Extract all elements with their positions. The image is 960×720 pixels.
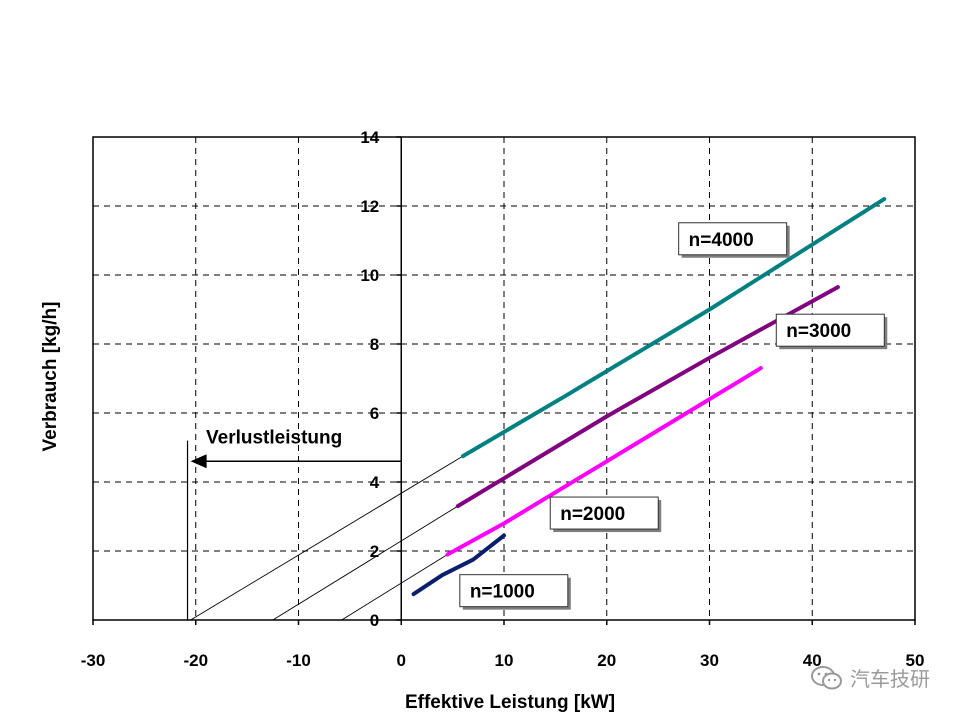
callout-label: n=2000 bbox=[560, 504, 625, 525]
callout-n-1000: n=1000 bbox=[459, 574, 571, 610]
x-tick-label: 40 bbox=[803, 651, 822, 670]
series-line-n-3000 bbox=[455, 285, 840, 509]
series-lines bbox=[411, 197, 887, 597]
wechat-icon bbox=[811, 665, 842, 689]
extrapolation-line bbox=[341, 554, 448, 621]
loss-arrow-head bbox=[190, 454, 207, 469]
callout-box bbox=[549, 496, 659, 530]
series-callouts: n=4000 n=3000 n=2000 n=1000 bbox=[459, 222, 888, 610]
loss-power-annotation: Verlustleistung bbox=[186, 427, 402, 620]
axes bbox=[92, 136, 916, 625]
x-tick-label: -20 bbox=[183, 651, 208, 670]
x-axis-title: Effektive Leistung [kW] bbox=[405, 692, 615, 713]
y-tick-label: 10 bbox=[360, 266, 379, 285]
callout-n-2000: n=2000 bbox=[549, 496, 662, 533]
x-tick-label: 0 bbox=[397, 651, 406, 670]
x-tick-label: 50 bbox=[906, 651, 925, 670]
grid-lines bbox=[93, 137, 915, 620]
y-axis-title: Verbrauch [kg/h] bbox=[40, 302, 61, 452]
watermark: 汽车技研 bbox=[810, 663, 930, 692]
y-tick-label: 2 bbox=[370, 542, 379, 561]
series-line-n-2000 bbox=[445, 366, 763, 557]
x-tick-label: -30 bbox=[81, 651, 106, 670]
tick-labels: 0 2 4 6 8 10 12 14 -30 -20 -10 0 10 20 30 40 50 bbox=[81, 128, 925, 670]
extrapolation-line bbox=[190, 455, 464, 621]
y-tick-label: 14 bbox=[360, 128, 379, 147]
callout-n-3000: n=3000 bbox=[775, 313, 888, 350]
series-line-n-1000 bbox=[411, 533, 506, 597]
callout-box bbox=[775, 313, 885, 347]
x-tick-label: 30 bbox=[700, 651, 719, 670]
callout-box bbox=[459, 574, 569, 608]
y-tick-label: 0 bbox=[370, 611, 379, 630]
y-tick-label: 6 bbox=[370, 404, 379, 423]
callout-n-4000: n=4000 bbox=[678, 222, 790, 258]
callout-label: n=4000 bbox=[689, 230, 754, 251]
extrapolation-lines bbox=[190, 455, 464, 621]
callout-label: n=3000 bbox=[786, 321, 851, 342]
loss-label: Verlustleistung bbox=[206, 427, 342, 448]
x-tick-label: 20 bbox=[597, 651, 616, 670]
series-line-n-4000 bbox=[460, 197, 887, 459]
callout-box bbox=[678, 222, 788, 256]
y-tick-label: 4 bbox=[370, 473, 380, 492]
y-tick-label: 12 bbox=[360, 197, 379, 216]
watermark-text: 汽车技研 bbox=[850, 667, 930, 691]
y-tick-label: 8 bbox=[370, 335, 379, 354]
x-tick-label: -10 bbox=[286, 651, 311, 670]
callout-label: n=1000 bbox=[470, 582, 535, 603]
x-tick-label: 10 bbox=[495, 651, 514, 670]
extrapolation-line bbox=[272, 505, 458, 621]
